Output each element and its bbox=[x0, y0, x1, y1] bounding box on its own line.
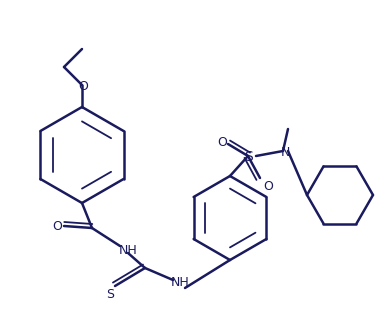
Text: NH: NH bbox=[119, 245, 137, 257]
Text: O: O bbox=[78, 80, 88, 92]
Text: O: O bbox=[263, 179, 273, 193]
Text: NH: NH bbox=[171, 276, 189, 290]
Text: O: O bbox=[52, 221, 62, 233]
Text: S: S bbox=[245, 150, 253, 164]
Text: S: S bbox=[106, 288, 114, 300]
Text: N: N bbox=[280, 145, 290, 159]
Text: O: O bbox=[217, 135, 227, 149]
